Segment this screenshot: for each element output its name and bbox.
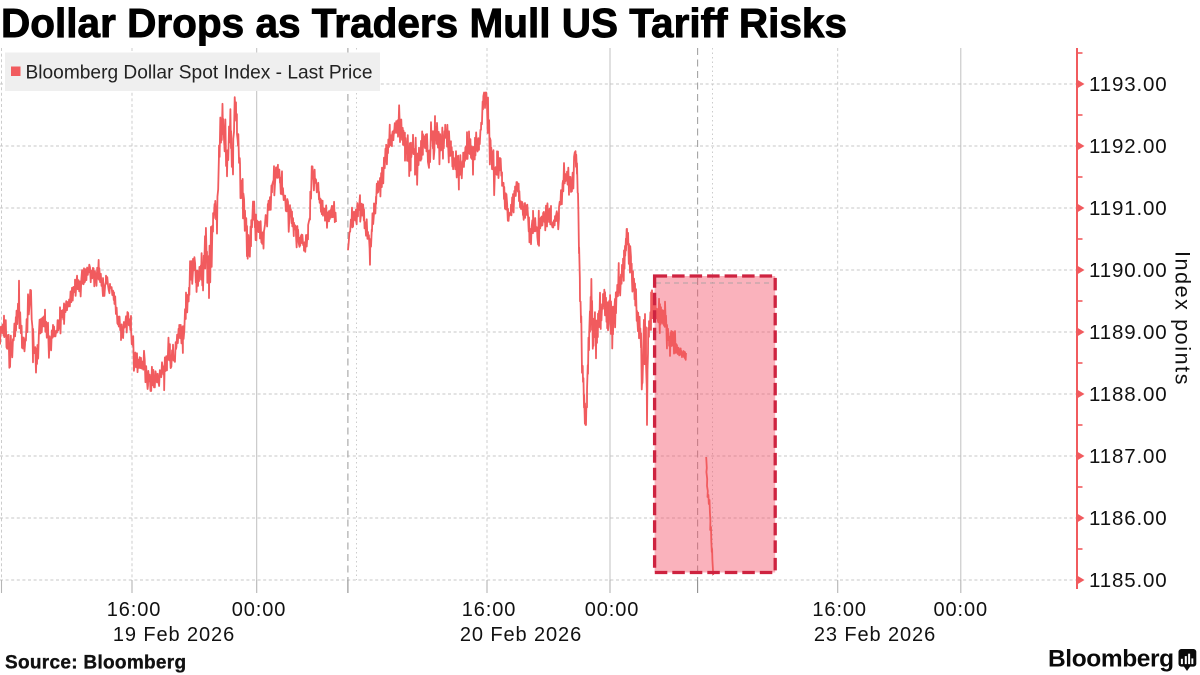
svg-text:20 Feb 2026: 20 Feb 2026 xyxy=(460,624,582,646)
svg-text:1188.00: 1188.00 xyxy=(1089,383,1168,406)
svg-text:1192.00: 1192.00 xyxy=(1089,135,1168,158)
svg-text:00:00: 00:00 xyxy=(934,599,989,621)
svg-text:19 Feb 2026: 19 Feb 2026 xyxy=(113,624,235,646)
svg-text:Dollar Drops as Traders Mull U: Dollar Drops as Traders Mull US Tariff R… xyxy=(1,0,847,46)
svg-text:16:00: 16:00 xyxy=(812,599,867,621)
svg-text:1190.00: 1190.00 xyxy=(1089,259,1168,282)
svg-text:16:00: 16:00 xyxy=(107,599,162,621)
svg-text:1186.00: 1186.00 xyxy=(1089,507,1168,530)
svg-text:00:00: 00:00 xyxy=(585,599,640,621)
svg-text:Bloomberg: Bloomberg xyxy=(1048,646,1174,673)
svg-text:1193.00: 1193.00 xyxy=(1089,73,1168,96)
svg-text:23 Feb 2026: 23 Feb 2026 xyxy=(814,624,936,646)
svg-text:Bloomberg Dollar Spot Index -: Bloomberg Dollar Spot Index - Last Price xyxy=(26,62,373,84)
svg-text:1191.00: 1191.00 xyxy=(1089,197,1168,220)
svg-text:16:00: 16:00 xyxy=(462,599,517,621)
svg-text:00:00: 00:00 xyxy=(232,599,287,621)
svg-text:Index points: Index points xyxy=(1171,251,1195,386)
svg-text:1187.00: 1187.00 xyxy=(1089,445,1168,468)
svg-text:1185.00: 1185.00 xyxy=(1089,569,1168,592)
svg-text:Source: Bloomberg: Source: Bloomberg xyxy=(5,653,186,674)
svg-text:1189.00: 1189.00 xyxy=(1089,321,1168,344)
